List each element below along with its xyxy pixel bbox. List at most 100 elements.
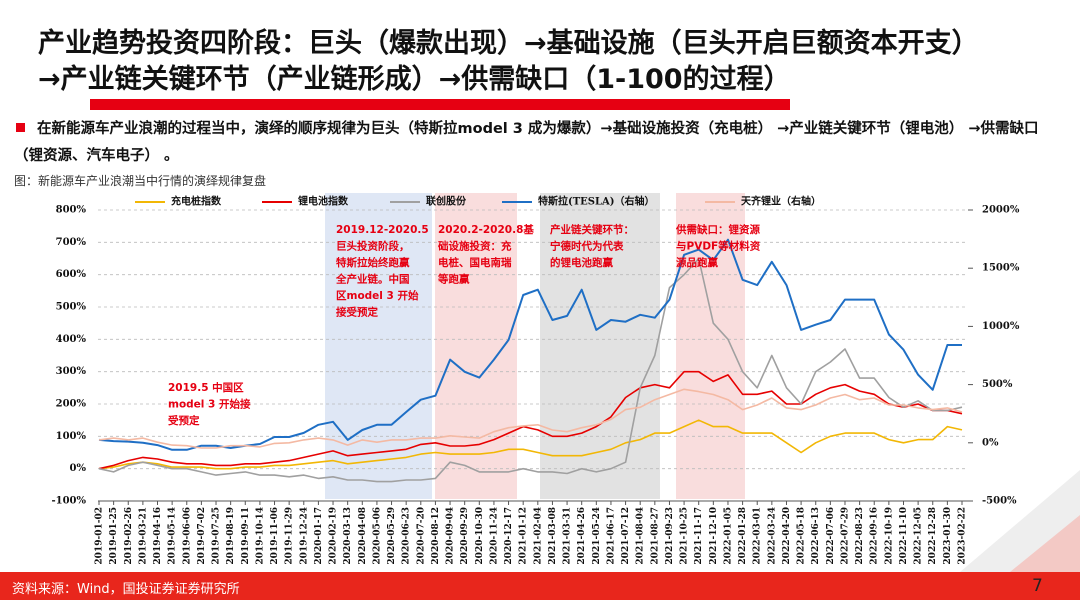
annotation: 全产业链。中国 xyxy=(335,273,410,286)
x-tick-label: 2021-08-04 xyxy=(636,507,646,565)
x-tick-label: 2022-07-06 xyxy=(826,507,836,565)
y2-tick-label: 1000% xyxy=(982,321,1020,332)
annotation: 的锂电池跑赢 xyxy=(550,256,613,269)
x-tick-label: 2020-12-17 xyxy=(504,507,514,565)
x-tick-label: 2022-10-19 xyxy=(884,507,894,565)
title-line: 产业趋势投资四阶段：巨头（爆款出现）→基础设施（巨头开启巨额资本开支） xyxy=(38,28,979,59)
y-tick-label: 0% xyxy=(70,463,87,474)
x-tick-label: 2021-12-10 xyxy=(709,507,719,565)
x-tick-label: 2020-06-23 xyxy=(402,507,412,565)
legend-label: 特斯拉(TESLA)（右轴） xyxy=(538,195,655,208)
annotation: 2019.12-2020.5 xyxy=(336,224,429,236)
page-number: 7 xyxy=(1032,576,1043,596)
annotation: 与PVDF等材料资 xyxy=(676,240,761,253)
annotation: 接受预定 xyxy=(336,306,378,319)
x-tick-label: 2020-05-29 xyxy=(387,507,397,565)
x-tick-label: 2019-04-16 xyxy=(153,507,163,565)
title-underline xyxy=(90,99,790,110)
annotation: 础设施投资：充 xyxy=(438,240,512,253)
x-tick-label: 2022-07-29 xyxy=(840,507,850,565)
x-tick-label: 2021-01-12 xyxy=(519,507,529,565)
phase-shade xyxy=(540,193,660,499)
x-tick-label: 2021-09-23 xyxy=(665,507,675,565)
y-tick-label: 700% xyxy=(56,237,87,248)
y-tick-label: 500% xyxy=(56,302,87,313)
annotation: 供需缺口：锂资源 xyxy=(675,223,760,236)
x-tick-label: 2022-03-24 xyxy=(767,507,777,565)
x-tick-label: 2019-07-25 xyxy=(212,507,222,565)
x-tick-label: 2022-01-05 xyxy=(723,507,733,565)
annotation: 受预定 xyxy=(168,414,200,427)
annotation: 产业链关键环节： xyxy=(550,223,634,236)
annotation: 电桩、国电南瑞 xyxy=(438,256,512,269)
x-tick-label: 2022-09-16 xyxy=(870,507,880,565)
y-tick-label: 100% xyxy=(56,431,87,442)
x-tick-label: 2022-11-10 xyxy=(899,507,909,565)
x-tick-label: 2021-08-27 xyxy=(650,507,660,565)
x-tick-label: 2020-09-04 xyxy=(446,507,456,565)
series-line xyxy=(98,257,963,483)
x-tick-label: 2021-02-04 xyxy=(533,507,543,565)
phase-shade xyxy=(325,193,432,499)
bullet: 在新能源车产业浪潮的过程当中，演绎的顺序规律为巨头（特斯拉model 3 成为爆… xyxy=(14,116,1064,170)
decoration xyxy=(1010,515,1080,572)
x-tick-label: 2020-01-17 xyxy=(314,507,324,565)
x-tick-label: 2023-01-30 xyxy=(943,507,953,565)
x-tick-label: 2022-01-28 xyxy=(738,507,748,565)
y2-tick-label: 2000% xyxy=(982,205,1020,216)
x-tick-label: 2020-09-29 xyxy=(460,507,470,565)
x-tick-label: 2021-03-08 xyxy=(548,507,558,565)
x-tick-label: 2019-08-19 xyxy=(226,507,236,565)
x-tick-label: 2023-02-22 xyxy=(958,507,968,565)
x-tick-label: 2022-08-23 xyxy=(855,507,865,565)
title-line: →产业链关键环节（产业链形成）→供需缺口（1-100的过程） xyxy=(38,64,791,95)
annotation: 源品跑赢 xyxy=(676,256,718,269)
x-tick-label: 2020-03-13 xyxy=(343,507,353,565)
x-tick-label: 2020-08-12 xyxy=(431,507,441,565)
plot: -100% 0% 100% 200% 300% 400% 500% 600% 700% 800% -… xyxy=(51,195,1019,565)
y2-tick-label: 1500% xyxy=(982,263,1020,274)
x-tick-label: 2019-03-21 xyxy=(138,507,148,565)
bullet-marker xyxy=(16,123,25,132)
footer xyxy=(0,572,1080,600)
x-tick-label: 2021-05-24 xyxy=(592,507,602,565)
x-tick-label: 2021-07-12 xyxy=(621,507,631,565)
legend-label: 锂电池指数 xyxy=(298,195,349,208)
series-line xyxy=(98,388,963,449)
annotation: 特斯拉始终跑赢 xyxy=(336,256,410,269)
x-tick-label: 2022-06-13 xyxy=(811,507,821,565)
x-tick-label: 2019-01-25 xyxy=(109,507,119,565)
annotation: 等跑赢 xyxy=(437,273,470,286)
y-tick-label: 800% xyxy=(56,205,87,216)
legend-label: 充电桩指数 xyxy=(171,195,222,208)
x-tick-label: 2020-04-08 xyxy=(358,507,368,565)
legend-label: 联创股份 xyxy=(426,195,467,208)
phase-shade xyxy=(676,193,745,499)
source: 资料来源：Wind，国投证券证券研究所 xyxy=(12,582,240,597)
series-line xyxy=(98,238,962,451)
x-tick-label: 2021-03-31 xyxy=(563,507,573,565)
x-tick-label: 2021-11-17 xyxy=(694,507,704,565)
y-tick-label: -100% xyxy=(51,496,86,507)
bullet-text: 在新能源车产业浪潮的过程当中，演绎的顺序规律为巨头（特斯拉model 3 成为爆… xyxy=(14,121,1039,164)
x-tick-label: 2022-03-01 xyxy=(753,507,763,565)
x-tick-label: 2019-10-14 xyxy=(255,507,265,565)
annotation: 区model 3 开始 xyxy=(336,289,419,302)
y-tick-label: 600% xyxy=(56,269,87,280)
y2-tick-label: 500% xyxy=(982,379,1013,390)
x-tick-label: 2022-12-05 xyxy=(914,507,924,565)
x-tick-label: 2022-12-28 xyxy=(928,507,938,565)
y-tick-label: 200% xyxy=(56,399,87,410)
x-tick-label: 2019-09-11 xyxy=(241,507,251,565)
x-tick-label: 2021-04-26 xyxy=(577,507,587,565)
title: 产业趋势投资四阶段：巨头（爆款出现）→基础设施（巨头开启巨额资本开支） →产业链… xyxy=(38,26,979,98)
x-tick-label: 2019-11-29 xyxy=(285,507,295,565)
x-tick-label: 2019-05-14 xyxy=(168,507,178,565)
x-tick-label: 2019-06-06 xyxy=(182,507,192,565)
x-tick-label: 2022-04-20 xyxy=(782,507,792,565)
annotation: 2019.5 中国区 xyxy=(168,381,244,394)
x-tick-label: 2020-10-30 xyxy=(475,507,485,565)
y-tick-label: 300% xyxy=(56,366,87,377)
